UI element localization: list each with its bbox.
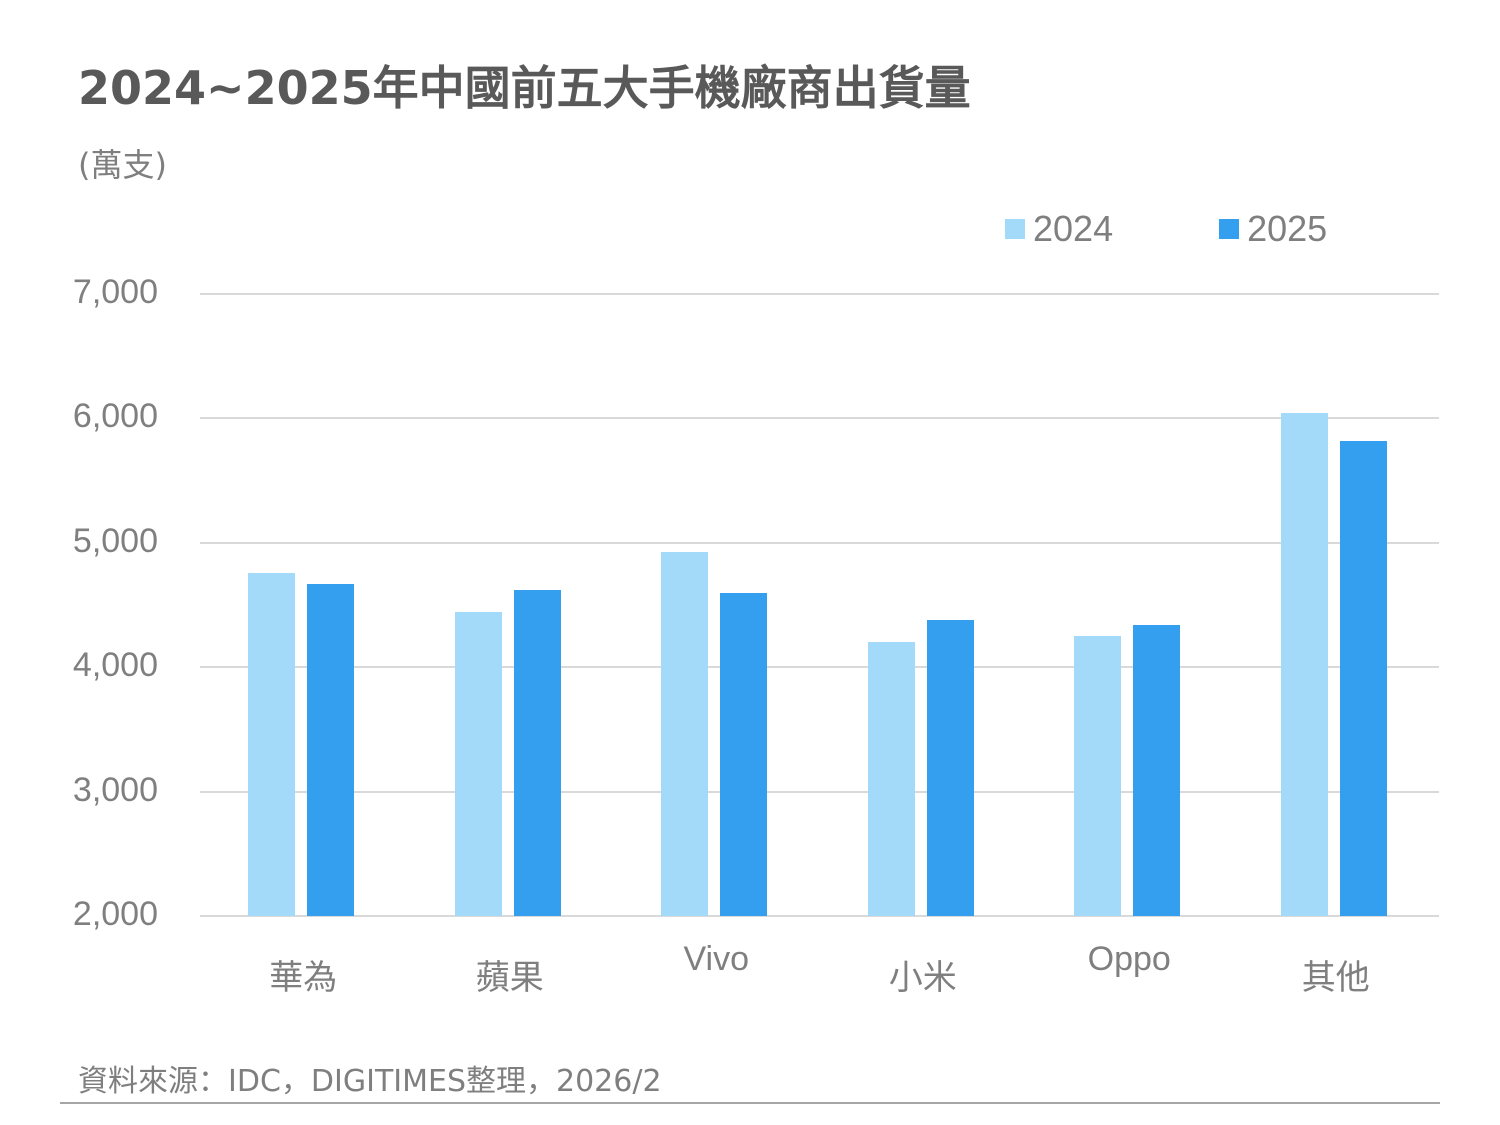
x-tick-label: Vivo — [683, 940, 750, 978]
gridline — [200, 541, 1439, 544]
legend-swatch-2024 — [1005, 219, 1025, 239]
bar-2025 — [1133, 624, 1181, 916]
footer-divider — [60, 1102, 1440, 1104]
legend-label-2025: 2025 — [1247, 208, 1328, 249]
legend-label-2024: 2024 — [1033, 208, 1114, 249]
legend-swatch-2025 — [1219, 219, 1240, 239]
bar-2024 — [1280, 413, 1328, 916]
bar-2025 — [926, 619, 974, 916]
bar-2025 — [513, 590, 561, 916]
source-note: 資料來源：IDC，DIGITIMES整理，2026/2 — [78, 1064, 662, 1099]
bar-2025 — [720, 592, 768, 916]
bar-2024 — [867, 642, 915, 916]
x-tick-label: 小米 — [888, 958, 957, 998]
bar-2025 — [307, 583, 355, 916]
gridline — [200, 790, 1439, 793]
y-tick-label: 2,000 — [72, 895, 158, 933]
x-tick-label: 華為 — [269, 958, 338, 998]
x-tick-label: 蘋果 — [475, 958, 544, 998]
chart-title: 2024~2025年中國前五大手機廠商出貨量 — [78, 61, 971, 115]
bar-2024 — [248, 572, 296, 916]
gridline — [200, 915, 1439, 917]
bar-2025 — [1339, 440, 1387, 916]
x-tick-label: 其他 — [1301, 958, 1370, 998]
y-tick-label: 7,000 — [72, 273, 158, 311]
legend-item-2025: 2025 — [1219, 208, 1327, 250]
bar-2024 — [1074, 636, 1122, 916]
y-axis-unit-label: (萬支) — [78, 146, 167, 184]
legend-item-2024: 2024 — [1005, 208, 1113, 250]
bar-2024 — [454, 612, 502, 916]
legend: 2024 2025 — [1005, 208, 1327, 250]
y-tick-label: 3,000 — [72, 770, 158, 809]
y-tick-label: 6,000 — [72, 397, 158, 436]
y-tick-label: 4,000 — [72, 646, 158, 685]
gridline — [200, 293, 1439, 295]
gridline — [200, 666, 1439, 669]
bar-2024 — [661, 551, 709, 916]
y-tick-label: 5,000 — [72, 521, 158, 560]
gridline — [200, 417, 1439, 420]
x-tick-label: Oppo — [1087, 940, 1171, 978]
